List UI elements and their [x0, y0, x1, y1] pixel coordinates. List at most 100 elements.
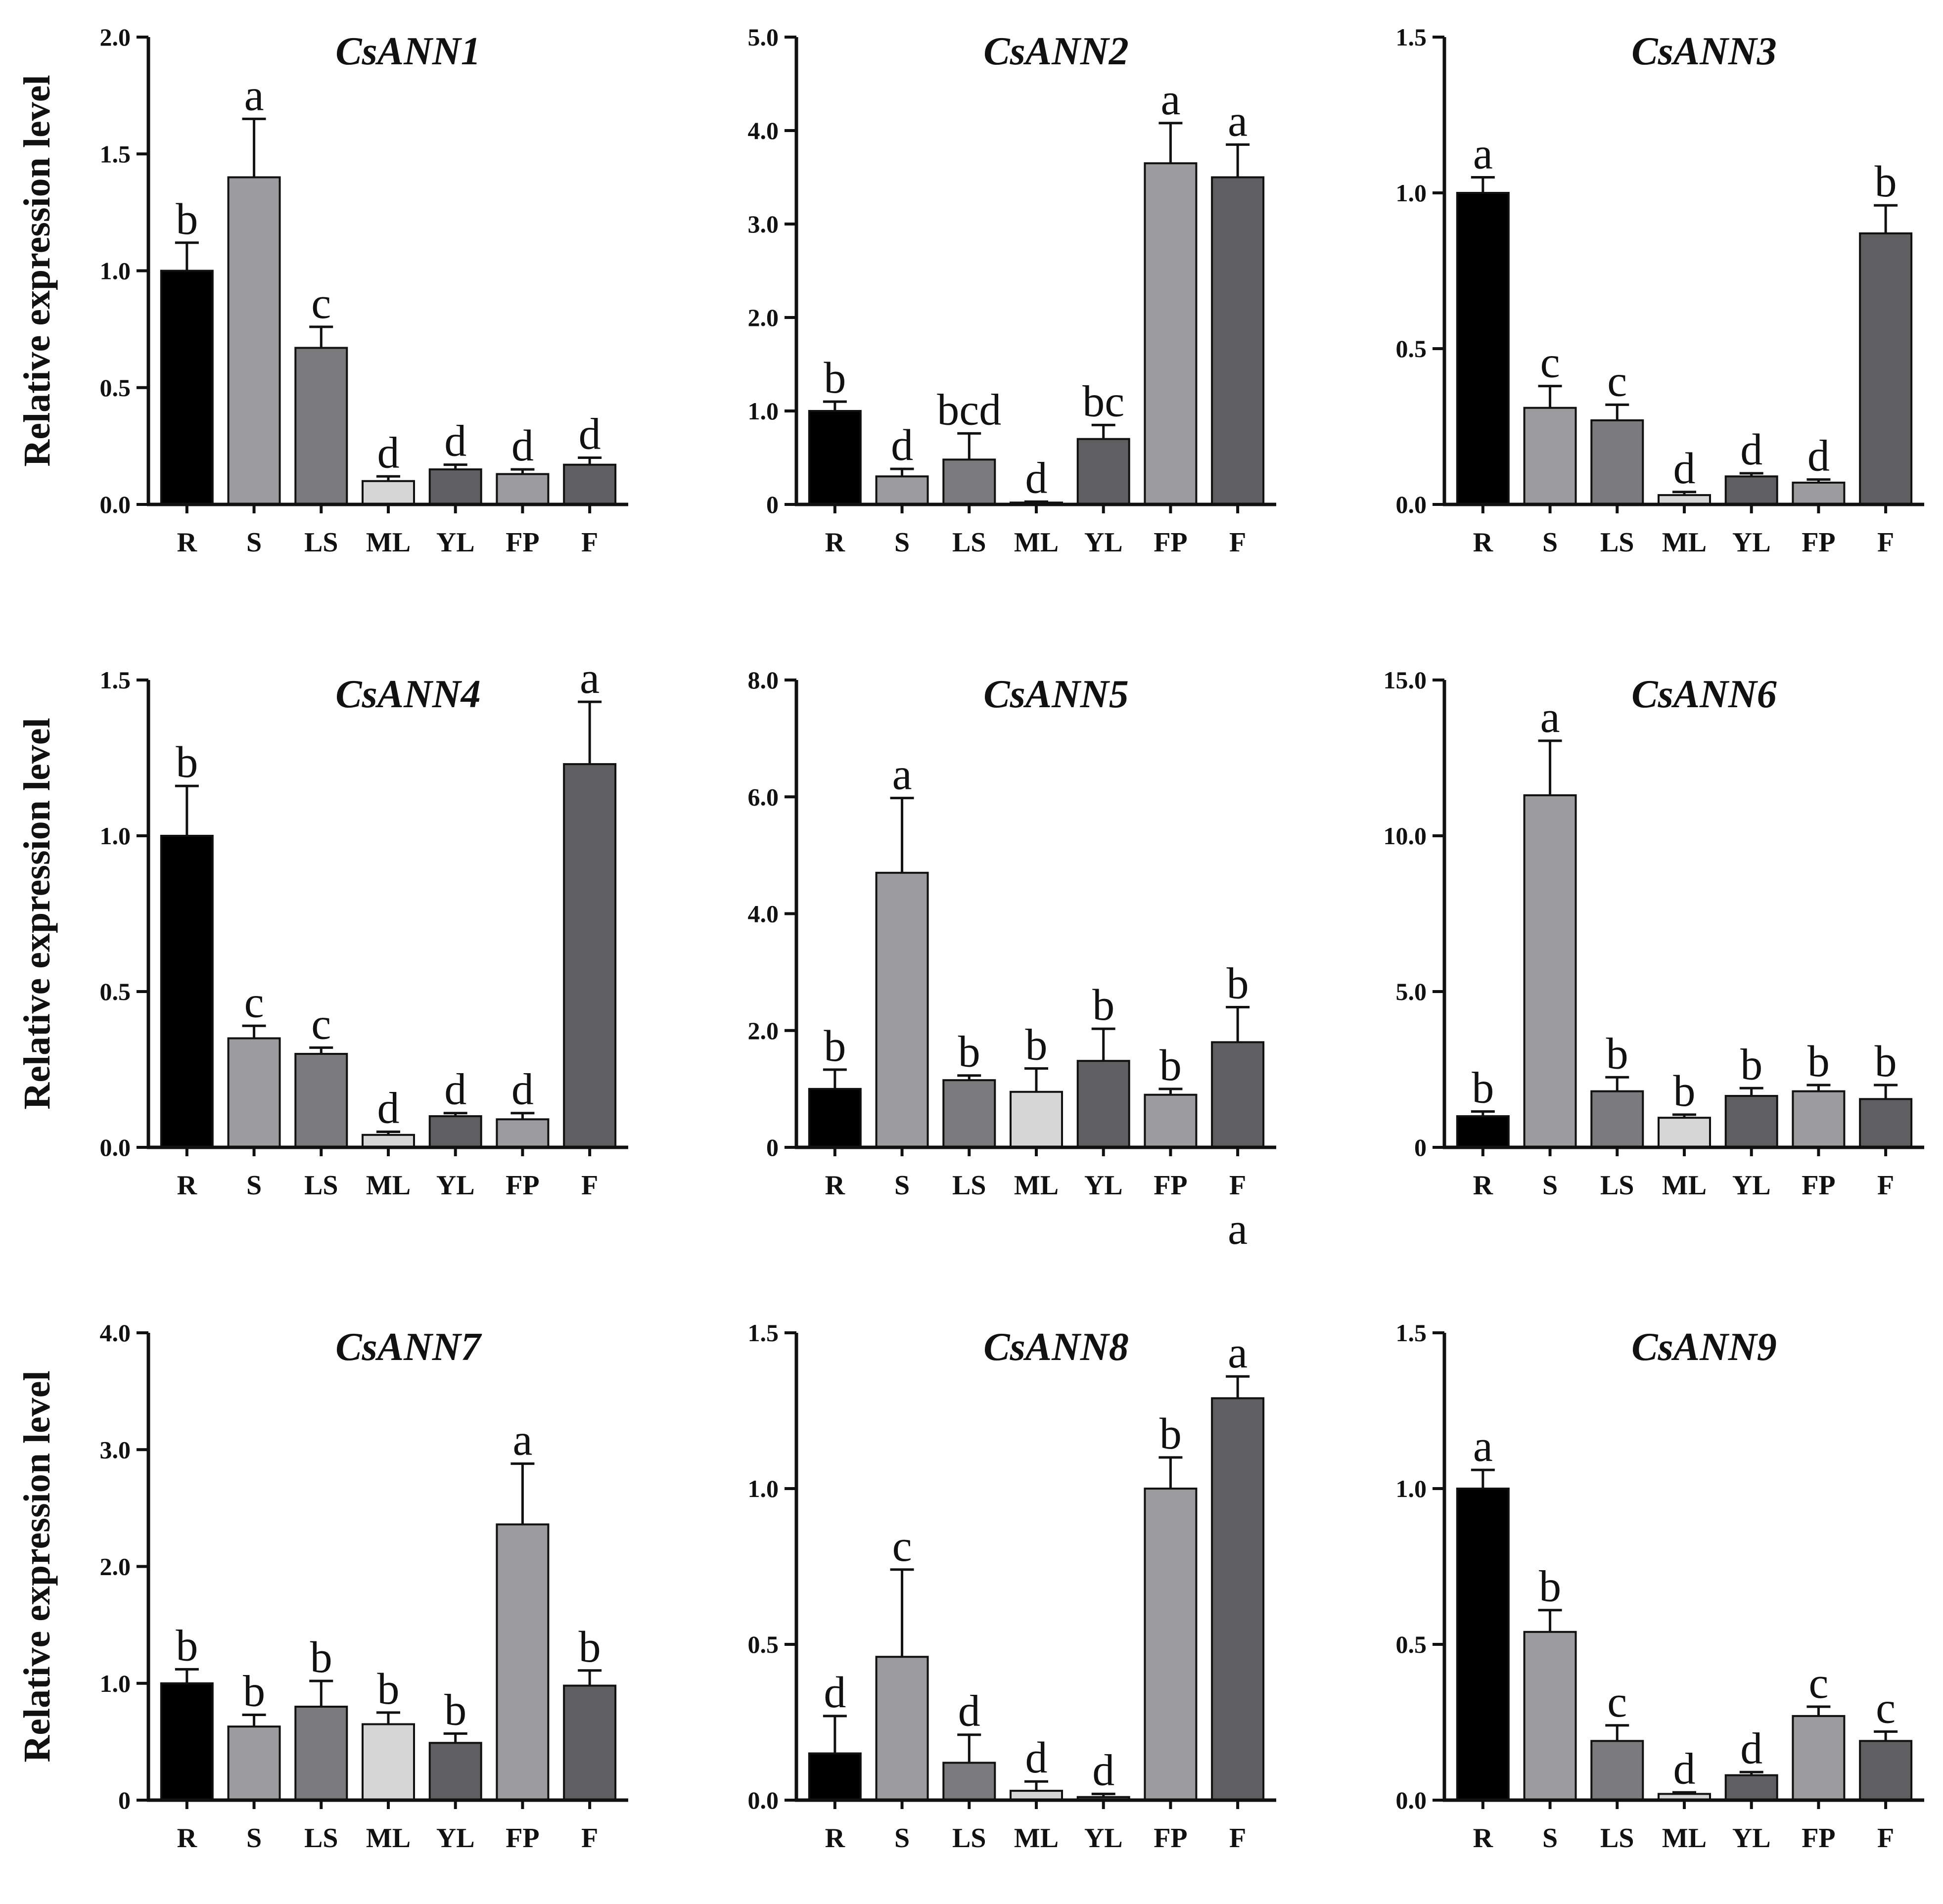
- significance-letter-ML: d: [1025, 1733, 1048, 1782]
- significance-letter-YL: b: [444, 1685, 466, 1734]
- y-tick-label: 3.0: [748, 210, 779, 238]
- significance-letter-LS: bcd: [937, 385, 1001, 434]
- x-tick-label-ML: ML: [366, 1823, 411, 1854]
- y-tick-label: 1.5: [1396, 23, 1427, 51]
- y-tick-label: 1.5: [748, 1319, 779, 1347]
- x-tick-label-F: F: [581, 1823, 598, 1854]
- x-tick-label-FP: FP: [1802, 1170, 1835, 1201]
- x-tick-label-S: S: [246, 527, 262, 558]
- x-tick-label-ML: ML: [1014, 1170, 1059, 1201]
- y-axis-label: Relative expression level: [16, 75, 58, 466]
- bar-ML: [362, 1723, 415, 1801]
- x-tick-label-R: R: [177, 1823, 197, 1854]
- x-tick-label-ML: ML: [366, 527, 411, 558]
- bar-ML: [1010, 1090, 1063, 1148]
- x-tick-label-FP: FP: [1154, 527, 1187, 558]
- bar-S: [227, 176, 281, 505]
- significance-letter-LS: b: [1606, 1029, 1628, 1078]
- significance-letter-R: b: [824, 354, 846, 403]
- bar-R: [1456, 192, 1510, 505]
- y-tick-label: 1.0: [748, 1475, 779, 1502]
- significance-letter-FP: c: [1808, 1659, 1828, 1708]
- y-tick-label: 0.0: [100, 491, 131, 518]
- bar-F: [563, 763, 617, 1149]
- bar-FP: [1144, 1093, 1198, 1148]
- bar-LS: [942, 1079, 996, 1148]
- chart-title: CsANN2: [983, 30, 1128, 73]
- significance-letter-ML: b: [377, 1665, 400, 1714]
- x-tick-label-YL: YL: [1732, 1823, 1771, 1854]
- chart-title: CsANN1: [335, 30, 480, 73]
- significance-letter-YL: d: [444, 1065, 466, 1114]
- bar-S: [1523, 1631, 1577, 1801]
- bar-S: [1523, 407, 1577, 506]
- chart-svg: Relative expression level CsANN7 b Rb Sb LS b M…: [16, 1319, 628, 1854]
- y-tick-label: 8.0: [748, 666, 779, 694]
- x-tick-label-FP: FP: [506, 1823, 539, 1854]
- y-tick-label: 1.0: [100, 1670, 131, 1697]
- bar-R: [808, 1088, 862, 1148]
- chart-svg: CsANN3 a Rc Sc LS d ML d YL d FP b F 0.0 0.5 1.0 1.5: [1396, 23, 1924, 558]
- bar-F: [1211, 1397, 1265, 1802]
- significance-letter-R: b: [824, 1022, 846, 1071]
- y-tick-label: 0.0: [748, 1786, 779, 1814]
- x-tick-label-YL: YL: [436, 1823, 475, 1854]
- y-tick-label: 0: [766, 1133, 779, 1161]
- significance-letter-S: a: [892, 750, 912, 799]
- bar-F: [1859, 232, 1913, 505]
- chart-title: CsANN4: [335, 673, 480, 716]
- x-tick-label-S: S: [1542, 1170, 1558, 1201]
- x-tick-label-FP: FP: [506, 527, 539, 558]
- x-tick-label-R: R: [1473, 527, 1493, 558]
- chart-svg: CsANN5 b Ra Sb LS b ML b YL b FP b Fa 0 2.0 4.0 6.0 8.0: [748, 666, 1276, 1254]
- bar-LS: [294, 1706, 348, 1801]
- x-tick-label-R: R: [177, 1170, 197, 1201]
- y-tick-label: 0.0: [1396, 1786, 1427, 1814]
- x-tick-label-ML: ML: [1014, 1823, 1059, 1854]
- bar-S: [875, 1656, 929, 1801]
- x-tick-label-YL: YL: [436, 527, 475, 558]
- y-tick-label: 0.5: [100, 374, 131, 402]
- significance-letter-F: b: [579, 1623, 601, 1672]
- significance-letter-R: a: [1473, 130, 1493, 179]
- x-tick-label-YL: YL: [1084, 527, 1123, 558]
- x-tick-label-S: S: [246, 1170, 262, 1201]
- y-tick-label: 1.0: [1396, 1475, 1427, 1502]
- bar-S: [875, 871, 929, 1148]
- significance-letter-FP: b: [1807, 1037, 1830, 1086]
- significance-letter-R: b: [176, 1621, 198, 1670]
- x-tick-label-LS: LS: [952, 527, 986, 558]
- extra-significance-letter: a: [1228, 1205, 1248, 1254]
- x-tick-label-YL: YL: [1732, 527, 1771, 558]
- significance-letter-ML: d: [1673, 1744, 1696, 1793]
- x-tick-label-R: R: [825, 1170, 845, 1201]
- bar-ML: [362, 480, 415, 505]
- bar-F: [1859, 1740, 1913, 1801]
- x-tick-label-YL: YL: [1084, 1170, 1123, 1201]
- y-tick-label: 6.0: [748, 783, 779, 811]
- bar-S: [227, 1725, 281, 1801]
- bar-R: [808, 410, 862, 505]
- significance-letter-ML: b: [1025, 1021, 1048, 1070]
- y-tick-label: 15.0: [1384, 666, 1427, 694]
- bar-FP: [1792, 1715, 1846, 1802]
- bar-R: [1456, 1115, 1510, 1148]
- x-tick-label-F: F: [581, 1170, 598, 1201]
- chart-svg: Relative expression level CsANN1 b Ra Sc LS d M…: [16, 23, 628, 558]
- significance-letter-F: b: [1227, 959, 1249, 1008]
- x-tick-label-LS: LS: [304, 1823, 338, 1854]
- bar-R: [160, 270, 214, 505]
- chart-svg: Relative expression level CsANN4 b Rc Sc LS d M…: [16, 654, 628, 1201]
- y-tick-label: 1.5: [100, 140, 131, 168]
- bar-LS: [1590, 1090, 1644, 1148]
- x-tick-label-F: F: [1229, 1823, 1246, 1854]
- x-tick-label-F: F: [581, 527, 598, 558]
- bar-R: [1456, 1488, 1510, 1801]
- significance-letter-LS: c: [1607, 1677, 1627, 1726]
- bar-FP: [496, 473, 550, 506]
- y-tick-label: 0.5: [1396, 1631, 1427, 1658]
- x-tick-label-F: F: [1229, 1170, 1246, 1201]
